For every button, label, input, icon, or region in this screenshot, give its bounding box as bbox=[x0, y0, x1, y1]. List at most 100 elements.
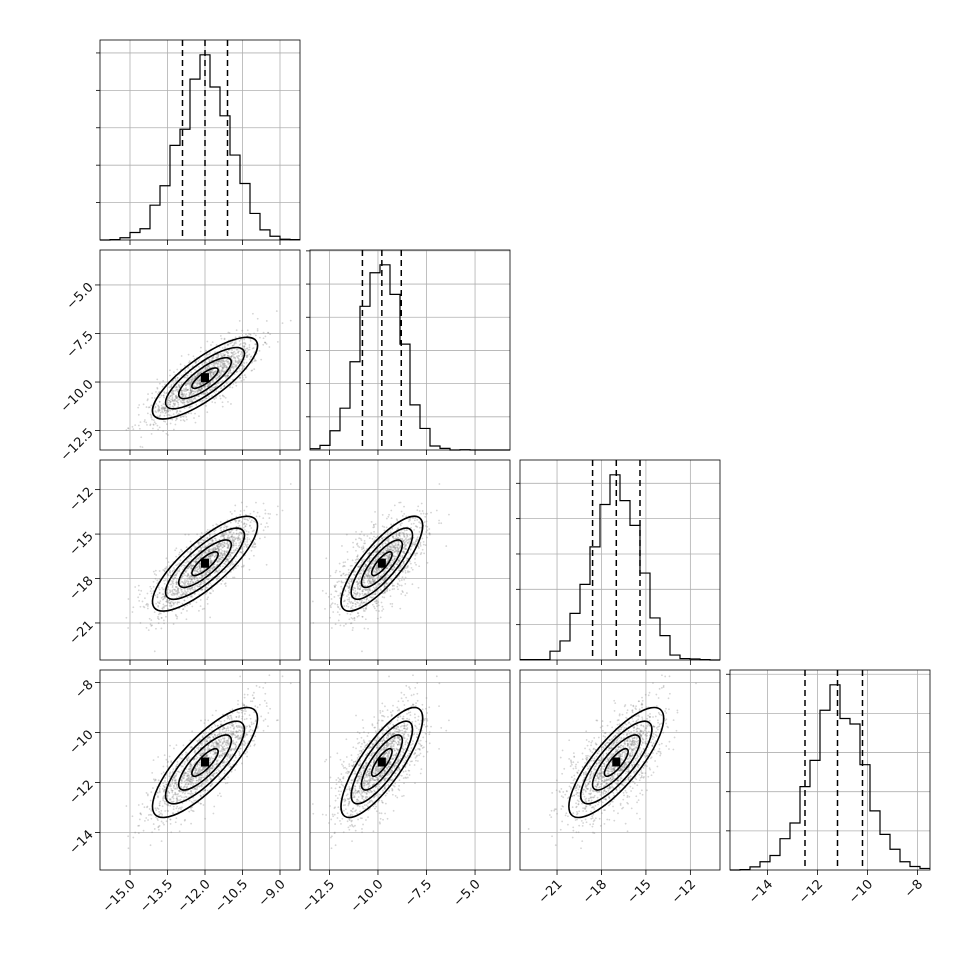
scatter-point bbox=[250, 519, 253, 522]
scatter-point bbox=[386, 567, 389, 569]
scatter-point bbox=[360, 530, 363, 533]
scatter-point bbox=[175, 394, 177, 397]
scatter-point bbox=[166, 391, 168, 394]
scatter-point bbox=[209, 557, 211, 560]
scatter-point bbox=[244, 343, 247, 346]
scatter-point bbox=[251, 530, 254, 533]
scatter-point bbox=[193, 374, 196, 377]
scatter-point bbox=[377, 567, 380, 570]
scatter-point bbox=[243, 345, 246, 348]
scatter-point bbox=[188, 393, 191, 396]
scatter-point bbox=[155, 411, 158, 414]
scatter-point bbox=[221, 363, 224, 366]
scatter-point bbox=[383, 536, 385, 539]
panel-frame bbox=[99, 459, 301, 661]
scatter-point bbox=[227, 547, 230, 550]
scatter-point bbox=[222, 528, 225, 531]
scatter-point bbox=[401, 551, 404, 553]
scatter-point bbox=[186, 596, 189, 599]
scatter-point bbox=[231, 341, 234, 343]
scatter-point bbox=[241, 709, 243, 712]
scatter-point bbox=[227, 372, 230, 375]
scatter-point bbox=[276, 340, 279, 343]
scatter-point bbox=[181, 757, 184, 760]
scatter-point bbox=[420, 502, 423, 505]
scatter-point bbox=[184, 376, 186, 378]
scatter-point bbox=[208, 771, 211, 773]
scatter-point bbox=[222, 728, 224, 730]
scatter-point bbox=[231, 344, 234, 347]
scatter-point bbox=[398, 534, 400, 536]
scatter-point bbox=[152, 427, 154, 430]
scatter-point bbox=[195, 553, 198, 556]
scatter-point bbox=[365, 573, 367, 576]
scatter-point bbox=[209, 370, 212, 373]
scatter-point bbox=[183, 599, 186, 602]
scatter-point bbox=[404, 540, 407, 543]
scatter-point bbox=[178, 595, 181, 598]
scatter-point bbox=[249, 521, 252, 524]
scatter-point bbox=[362, 578, 365, 581]
scatter-point bbox=[169, 771, 172, 774]
scatter-point bbox=[157, 410, 160, 413]
scatter-point bbox=[239, 538, 241, 540]
scatter-point bbox=[354, 538, 357, 541]
scatter-point bbox=[350, 580, 353, 583]
scatter-point bbox=[160, 627, 163, 630]
scatter-point bbox=[219, 557, 221, 560]
scatter-point bbox=[207, 744, 210, 746]
scatter-point bbox=[219, 363, 222, 366]
scatter-point bbox=[244, 513, 247, 516]
scatter-point bbox=[154, 422, 157, 425]
scatter-point bbox=[215, 378, 218, 381]
scatter-point bbox=[237, 522, 240, 525]
scatter-point bbox=[253, 546, 256, 549]
scatter-point bbox=[258, 349, 261, 352]
scatter-point bbox=[227, 545, 230, 547]
scatter-point bbox=[241, 376, 244, 379]
scatter-point bbox=[374, 559, 377, 562]
scatter-point bbox=[398, 559, 401, 562]
scatter-point bbox=[212, 547, 215, 549]
scatter-point bbox=[157, 622, 160, 625]
scatter-point bbox=[381, 513, 384, 516]
scatter-point bbox=[180, 416, 182, 418]
scatter-point bbox=[206, 385, 209, 388]
scatter-point bbox=[387, 541, 390, 543]
scatter-point bbox=[221, 532, 224, 535]
scatter-point bbox=[215, 769, 218, 772]
scatter-point bbox=[406, 541, 409, 544]
scatter-point bbox=[397, 536, 399, 539]
scatter-point bbox=[219, 557, 222, 559]
scatter-point bbox=[239, 370, 242, 372]
scatter-point bbox=[201, 399, 204, 402]
scatter-point bbox=[388, 548, 391, 551]
scatter-point bbox=[240, 551, 243, 554]
scatter-point bbox=[201, 736, 204, 739]
scatter-point bbox=[243, 341, 246, 344]
scatter-point bbox=[189, 393, 192, 396]
scatter-point bbox=[364, 542, 366, 545]
scatter-point bbox=[223, 552, 226, 555]
scatter-point bbox=[170, 394, 173, 397]
scatter-point bbox=[396, 544, 399, 547]
scatter-point bbox=[201, 553, 203, 556]
scatter-point bbox=[209, 381, 211, 384]
scatter-point bbox=[390, 509, 393, 512]
scatter-point bbox=[225, 560, 227, 563]
scatter-point bbox=[221, 546, 224, 549]
scatter-point bbox=[163, 391, 165, 393]
scatter-point bbox=[205, 578, 208, 580]
scatter-point bbox=[209, 767, 211, 770]
scatter-point bbox=[199, 389, 201, 392]
scatter-point bbox=[351, 608, 354, 610]
scatter-point bbox=[388, 553, 391, 556]
scatter-point bbox=[158, 382, 161, 385]
scatter-panel-2-0: −21−18−15−12 bbox=[67, 459, 301, 665]
scatter-point bbox=[217, 543, 220, 545]
scatter-point bbox=[248, 344, 251, 346]
scatter-point bbox=[178, 385, 180, 388]
scatter-point bbox=[361, 590, 364, 593]
scatter-point bbox=[217, 375, 220, 378]
scatter-point bbox=[197, 570, 199, 573]
